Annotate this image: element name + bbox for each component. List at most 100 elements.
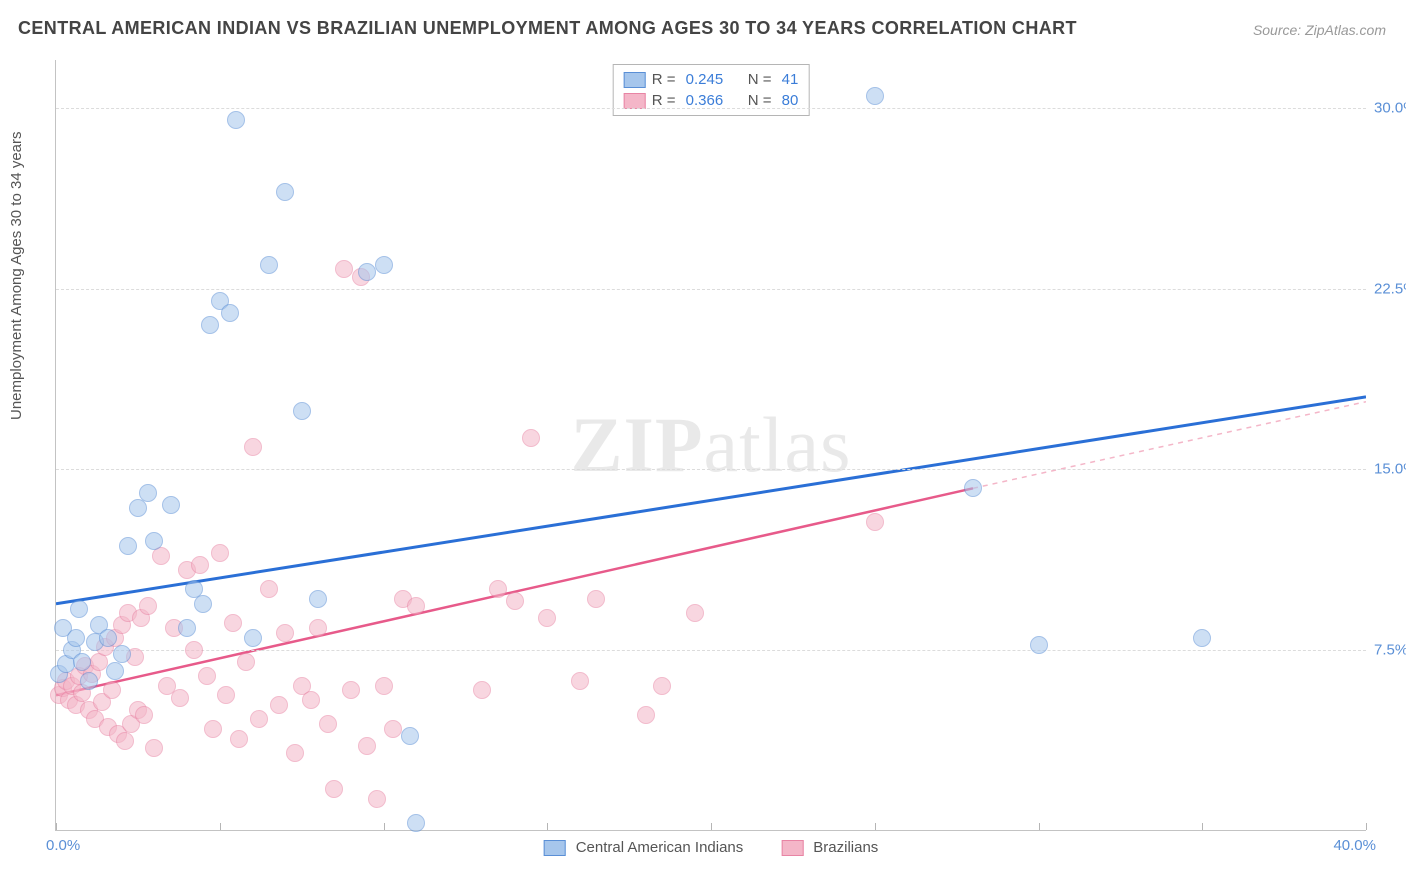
data-point-pink xyxy=(244,438,262,456)
data-point-blue xyxy=(221,304,239,322)
data-point-pink xyxy=(103,681,121,699)
data-point-pink xyxy=(489,580,507,598)
watermark-thin: atlas xyxy=(704,401,852,488)
data-point-pink xyxy=(686,604,704,622)
data-point-pink xyxy=(276,624,294,642)
x-tick xyxy=(1366,823,1367,830)
x-tick xyxy=(56,823,57,830)
watermark: ZIPatlas xyxy=(571,400,852,490)
data-point-blue xyxy=(73,653,91,671)
data-point-blue xyxy=(293,402,311,420)
data-point-blue xyxy=(407,814,425,832)
data-point-blue xyxy=(227,111,245,129)
data-point-blue xyxy=(67,629,85,647)
data-point-pink xyxy=(211,544,229,562)
data-point-pink xyxy=(250,710,268,728)
data-point-blue xyxy=(106,662,124,680)
data-point-blue xyxy=(70,600,88,618)
data-point-pink xyxy=(335,260,353,278)
legend-row-blue: R = 0.245 N = 41 xyxy=(624,69,799,90)
chart-title: CENTRAL AMERICAN INDIAN VS BRAZILIAN UNE… xyxy=(18,18,1077,39)
data-point-blue xyxy=(1030,636,1048,654)
data-point-pink xyxy=(368,790,386,808)
data-point-blue xyxy=(99,629,117,647)
legend-n-value-pink: 80 xyxy=(782,92,799,109)
data-point-pink xyxy=(217,686,235,704)
legend-r-value-blue: 0.245 xyxy=(686,71,724,88)
data-point-pink xyxy=(139,597,157,615)
data-point-pink xyxy=(260,580,278,598)
data-point-blue xyxy=(260,256,278,274)
swatch-pink xyxy=(781,840,803,856)
series-legend: Central American Indians Brazilians xyxy=(544,839,879,856)
data-point-pink xyxy=(407,597,425,615)
data-point-pink xyxy=(286,744,304,762)
data-point-blue xyxy=(244,629,262,647)
data-point-blue xyxy=(194,595,212,613)
data-point-blue xyxy=(178,619,196,637)
gridline-h xyxy=(56,469,1366,470)
x-tick xyxy=(220,823,221,830)
y-tick-label: 30.0% xyxy=(1374,100,1406,117)
data-point-blue xyxy=(162,496,180,514)
data-point-pink xyxy=(309,619,327,637)
data-point-pink xyxy=(171,689,189,707)
data-point-blue xyxy=(375,256,393,274)
data-point-blue xyxy=(139,484,157,502)
data-point-pink xyxy=(204,720,222,738)
x-tick xyxy=(875,823,876,830)
x-tick xyxy=(1202,823,1203,830)
data-point-pink xyxy=(224,614,242,632)
source-attribution: Source: ZipAtlas.com xyxy=(1253,22,1386,38)
data-point-pink xyxy=(384,720,402,738)
legend-n-label: N = xyxy=(748,71,776,88)
data-point-pink xyxy=(538,609,556,627)
data-point-pink xyxy=(116,732,134,750)
scatter-plot-area: ZIPatlas R = 0.245 N = 41 R = 0.366 N = … xyxy=(55,60,1366,831)
x-tick xyxy=(384,823,385,830)
data-point-pink xyxy=(135,706,153,724)
data-point-blue xyxy=(201,316,219,334)
legend-r-label: R = xyxy=(652,92,680,109)
data-point-blue xyxy=(80,672,98,690)
y-tick-label: 22.5% xyxy=(1374,280,1406,297)
data-point-pink xyxy=(145,739,163,757)
data-point-blue xyxy=(358,263,376,281)
data-point-pink xyxy=(237,653,255,671)
x-tick xyxy=(1039,823,1040,830)
y-axis-label: Unemployment Among Ages 30 to 34 years xyxy=(8,131,25,420)
data-point-blue xyxy=(964,479,982,497)
legend-r-label: R = xyxy=(652,71,680,88)
watermark-bold: ZIP xyxy=(571,401,704,488)
data-point-pink xyxy=(230,730,248,748)
data-point-pink xyxy=(270,696,288,714)
data-point-pink xyxy=(866,513,884,531)
data-point-pink xyxy=(637,706,655,724)
data-point-pink xyxy=(375,677,393,695)
gridline-h xyxy=(56,289,1366,290)
data-point-pink xyxy=(587,590,605,608)
data-point-pink xyxy=(185,641,203,659)
gridline-h xyxy=(56,108,1366,109)
data-point-blue xyxy=(119,537,137,555)
data-point-pink xyxy=(522,429,540,447)
swatch-pink xyxy=(624,93,646,109)
data-point-blue xyxy=(1193,629,1211,647)
legend-n-value-blue: 41 xyxy=(782,71,799,88)
data-point-pink xyxy=(473,681,491,699)
data-point-pink xyxy=(191,556,209,574)
data-point-blue xyxy=(401,727,419,745)
x-axis-min-label: 0.0% xyxy=(46,837,80,854)
legend-label-blue: Central American Indians xyxy=(576,839,744,856)
data-point-pink xyxy=(358,737,376,755)
y-tick-label: 15.0% xyxy=(1374,461,1406,478)
data-point-blue xyxy=(866,87,884,105)
data-point-blue xyxy=(309,590,327,608)
legend-label-pink: Brazilians xyxy=(813,839,878,856)
swatch-blue xyxy=(624,72,646,88)
data-point-pink xyxy=(571,672,589,690)
data-point-pink xyxy=(342,681,360,699)
data-point-blue xyxy=(113,645,131,663)
y-tick-label: 7.5% xyxy=(1374,641,1406,658)
legend-n-label: N = xyxy=(748,92,776,109)
